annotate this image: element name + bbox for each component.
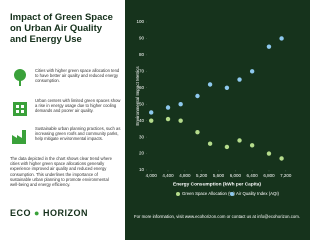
y-tick-label: 60 [139, 85, 145, 90]
y-tick-label: 20 [139, 151, 145, 156]
x-tick-label: 6,400 [247, 173, 259, 178]
point [165, 105, 171, 110]
y-tick-label: 100 [136, 19, 144, 24]
point [266, 44, 272, 49]
y-axis-label: Environmental Impact Metrics [135, 66, 140, 126]
y-tick-label: 80 [139, 52, 145, 57]
title: Impact of Green Space on Urban Air Quali… [10, 12, 113, 45]
x-tick-label: 4,000 [146, 173, 158, 178]
point [279, 156, 284, 161]
point [165, 116, 171, 122]
footer: For more information, visit www.ecohoriz… [134, 214, 300, 219]
point [224, 144, 230, 150]
point-text: Urban centers with limited green spaces … [35, 98, 121, 114]
logo: ECO ● HORIZON [10, 208, 88, 218]
point: Cities with higher green space allocatio… [10, 68, 122, 98]
point: Sustainable urban planning practices, su… [10, 126, 122, 156]
building-icon [13, 102, 27, 116]
right-panel [125, 0, 310, 240]
legend-marker [230, 192, 234, 196]
point [195, 93, 200, 99]
point [207, 141, 213, 146]
y-tick-label: 90 [139, 36, 145, 41]
x-tick-label: 7,200 [280, 173, 292, 178]
paragraph: The data depicted in the chart shows cle… [10, 156, 112, 188]
x-tick-label: 5,600 [213, 173, 225, 178]
point [149, 110, 154, 115]
factory-icon [12, 130, 26, 144]
y-tick-label: 40 [139, 118, 145, 123]
x-tick-label: 6,800 [263, 173, 275, 178]
y-tick-label: 50 [139, 101, 145, 106]
left-panel: Impact of Green Space on Urban Air Quali… [0, 0, 125, 240]
chart: Environmental Impact Metrics Energy Cons… [134, 19, 300, 219]
infographic: Impact of Green Space on Urban Air Quali… [0, 0, 310, 240]
tree-icon [14, 69, 26, 86]
x-tick-label: 6,000 [230, 173, 242, 178]
point [207, 82, 213, 87]
x-tick-label: 4,400 [162, 173, 174, 178]
point [195, 129, 200, 135]
x-tick-label: 4,800 [179, 173, 191, 178]
point [224, 85, 230, 90]
x-axis-label: Energy Consumption (kWh per Capita) [173, 181, 261, 187]
legend-label: Air Quality Index (AQI) [236, 191, 280, 196]
legend-label: Green Space Allocation (%) [182, 191, 235, 196]
y-tick-label: 70 [139, 69, 145, 74]
point [178, 102, 183, 107]
point-text: Sustainable urban planning practices, su… [35, 126, 121, 142]
y-tick-label: 30 [139, 134, 145, 139]
point-text: Cities with higher green space allocatio… [35, 68, 120, 84]
point [178, 118, 183, 123]
x-tick-label: 5,200 [196, 173, 208, 178]
y-tick-label: 10 [139, 167, 145, 172]
logo-mark: ● [34, 208, 40, 218]
point [249, 143, 255, 148]
point [237, 77, 242, 82]
point [237, 138, 242, 143]
logo-left: ECO [10, 208, 32, 218]
legend-marker [176, 192, 180, 196]
point [279, 36, 284, 41]
point [149, 118, 154, 123]
point [249, 69, 255, 74]
logo-right: HORIZON [42, 208, 88, 218]
point [266, 151, 272, 156]
point: Urban centers with limited green spaces … [10, 98, 122, 128]
